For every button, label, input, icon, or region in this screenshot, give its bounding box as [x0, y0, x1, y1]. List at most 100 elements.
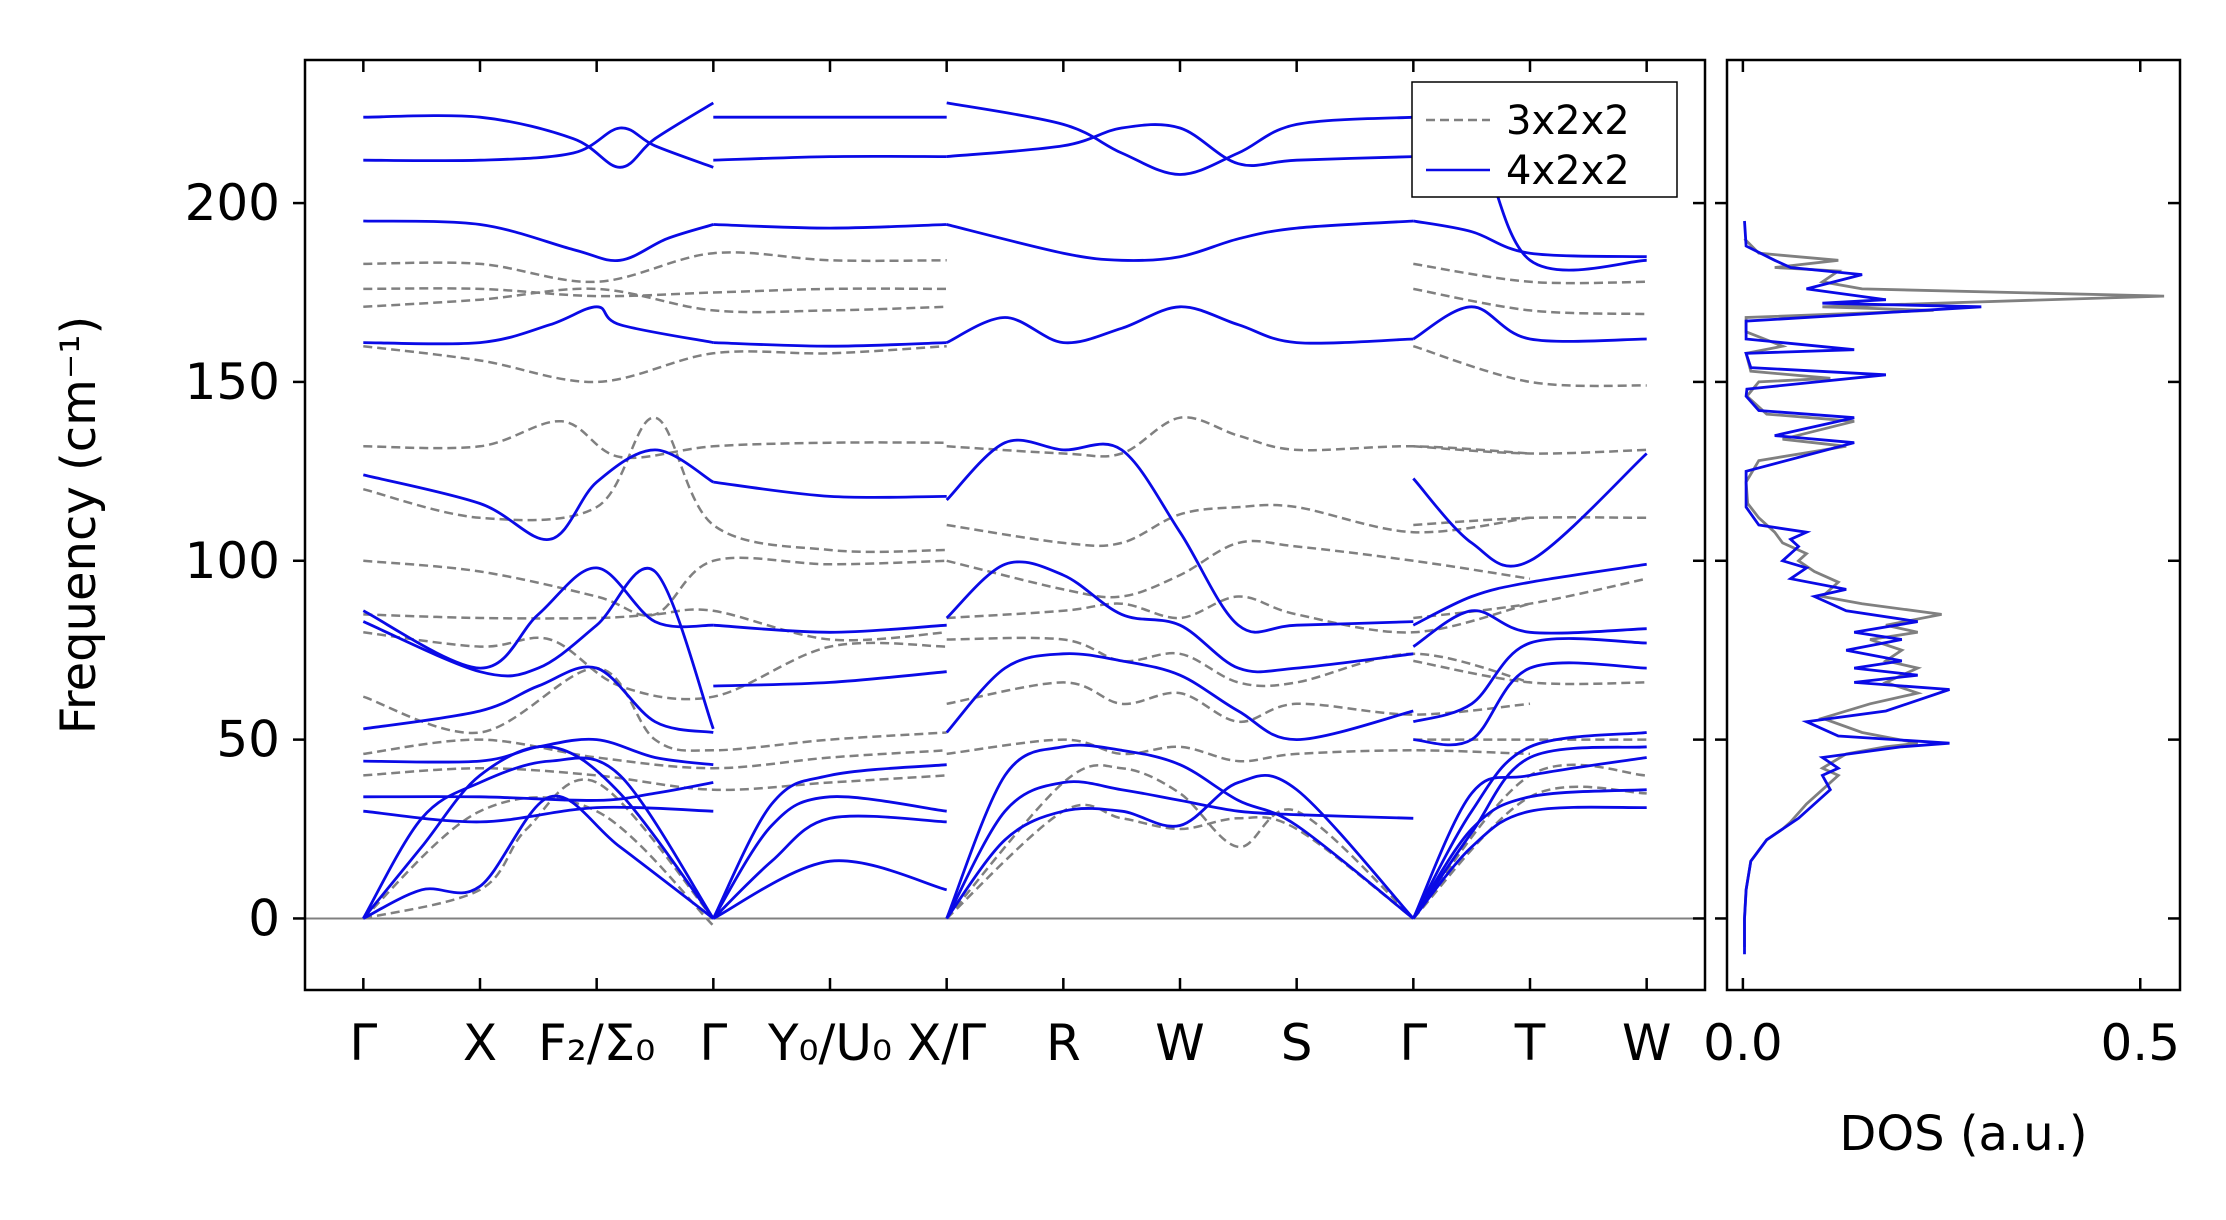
band-3x2x2-14: [946, 416, 1531, 458]
band-4x2x2-6: [362, 567, 715, 730]
band-4x2x2-32: [945, 780, 1414, 920]
band-4x2x2-36: [1413, 219, 1647, 259]
band-4x2x2-28: [946, 305, 1414, 345]
band-3x2x2-16: [946, 539, 1531, 599]
band-4x2x2-34: [945, 774, 1415, 920]
dos-curve-4x2x2: [1743, 220, 1982, 955]
band-3x2x2-15: [946, 503, 1531, 548]
band-3x2x2-5: [363, 416, 947, 554]
band-4x2x2-2: [363, 219, 714, 262]
band-structure-panel: 0 50 100 150 200 Γ X F₂/Σ₀ Γ Y₀/U₀ X/Γ R W S Γ T W Frequ…: [51, 58, 1707, 1072]
band-3x2x2-27: [1413, 516, 1647, 527]
dos-series-4x2x2: [1743, 220, 1982, 955]
legend-label-3x2x2: 3x2x2: [1506, 98, 1630, 144]
band-4x2x2-31: [945, 652, 1414, 742]
ytick-label: 50: [216, 711, 280, 769]
band-4x2x2-10: [363, 805, 714, 824]
xtick-label-3: Γ: [699, 1014, 727, 1072]
ytick-label: 150: [185, 353, 280, 411]
band-4x2x2-1: [363, 126, 714, 169]
xtick-label-7: W: [1155, 1014, 1204, 1072]
band-3x2x2-26: [1413, 445, 1647, 455]
y-axis-label: Frequency (cm⁻¹): [51, 316, 107, 734]
band-3x2x2-31: [1412, 763, 1647, 920]
band-4x2x2-27: [946, 219, 1414, 262]
band-3x2x2-9: [362, 666, 947, 752]
ytick-label: 100: [185, 532, 280, 590]
x-axis-label: DOS (a.u.): [1839, 1106, 2087, 1162]
band-4x2x2-41: [1412, 637, 1647, 724]
xtick-label-6: R: [1046, 1014, 1081, 1072]
band-4x2x2-30: [945, 560, 1414, 674]
band-3x2x2-7: [363, 608, 947, 642]
band-4x2x2-9: [363, 781, 714, 802]
dos-panel: 0.0 0.5 DOS (a.u.): [1703, 58, 2182, 1162]
xtick-label-10: T: [1514, 1014, 1546, 1072]
band-3x2x2-3: [363, 344, 947, 384]
band-4x2x2-15: [713, 154, 947, 162]
band-3x2x2-24: [1413, 287, 1647, 316]
xtick-label-9: Γ: [1399, 1014, 1427, 1072]
band-4x2x2-20: [713, 670, 947, 688]
band-4x2x2-24: [712, 859, 948, 920]
band-4x2x2-8: [363, 737, 714, 767]
dos-plot-frame: [1725, 58, 2182, 992]
xtick-label-1: X: [463, 1014, 497, 1072]
band-4x2x2-37: [1412, 305, 1647, 343]
band-3x2x2-2: [363, 287, 947, 314]
band-4x2x2-29: [945, 438, 1414, 634]
xtick-label-5: X/Γ: [907, 1014, 986, 1072]
band-4x2x2-44: [1412, 745, 1647, 920]
dos-xtick-label-0: 0.0: [1703, 1014, 1783, 1072]
band-4x2x2-40: [1412, 609, 1647, 648]
band-3x2x2-21: [945, 763, 1415, 920]
band-4x2x2-21: [712, 763, 947, 920]
band-4x2x2-25: [946, 101, 1414, 176]
band-4x2x2-19: [713, 623, 947, 634]
xtick-label-11: W: [1622, 1014, 1671, 1072]
band-3x2x2-8: [363, 631, 947, 701]
xtick-label-2: F₂/Σ₀: [538, 1014, 655, 1072]
band-4x2x2-13: [362, 794, 715, 920]
dos-curve-3x2x2: [1743, 237, 2165, 948]
series-4x2x2: [362, 101, 1648, 920]
band-4x2x2-4: [362, 448, 715, 541]
dos-series-3x2x2: [1743, 237, 2165, 948]
band-3x2x2-13: [362, 796, 715, 927]
band-3x2x2-23: [1413, 262, 1647, 285]
band-4x2x2-47: [1412, 805, 1647, 920]
band-3x2x2-18: [946, 636, 1531, 688]
band-4x2x2-33: [945, 743, 1415, 920]
band-axis-ticks: 0 50 100 150 200 Γ X F₂/Σ₀ Γ Y₀/U₀ X/Γ R W S Γ T W: [185, 60, 1705, 1072]
band-4x2x2-45: [1412, 756, 1647, 920]
xtick-label-4: Y₀/U₀: [767, 1014, 892, 1072]
dos-axis-ticks: 0.0 0.5: [1703, 60, 2180, 1072]
band-4x2x2-42: [1413, 661, 1647, 747]
band-4x2x2-46: [1412, 788, 1647, 920]
legend-label-4x2x2: 4x2x2: [1506, 148, 1630, 194]
band-3x2x2-20: [946, 738, 1531, 763]
band-4x2x2-16: [713, 223, 947, 230]
band-3x2x2-25: [1412, 345, 1647, 388]
band-4x2x2-39: [1412, 562, 1647, 627]
band-4x2x2-38: [1412, 452, 1648, 568]
band-3x2x2-17: [946, 595, 1531, 634]
dos-xtick-label-1: 0.5: [2100, 1014, 2180, 1072]
band-4x2x2-43: [1412, 731, 1647, 920]
legend-box: [1411, 81, 1678, 198]
band-3x2x2-10: [363, 738, 947, 770]
band-4x2x2-18: [713, 480, 947, 499]
xtick-label-0: Γ: [349, 1014, 377, 1072]
ytick-label: 0: [248, 889, 280, 947]
band-4x2x2-12: [362, 745, 715, 920]
band-4x2x2-7: [363, 665, 714, 734]
band-3x2x2-12: [363, 778, 715, 920]
band-3x2x2-6: [363, 556, 947, 617]
band-3x2x2-0: [363, 251, 947, 284]
band-3x2x2-11: [363, 766, 947, 792]
band-4x2x2-26: [946, 123, 1414, 167]
band-4x2x2-22: [712, 795, 947, 920]
band-3x2x2-1: [363, 287, 947, 298]
band-4x2x2-11: [362, 756, 715, 920]
